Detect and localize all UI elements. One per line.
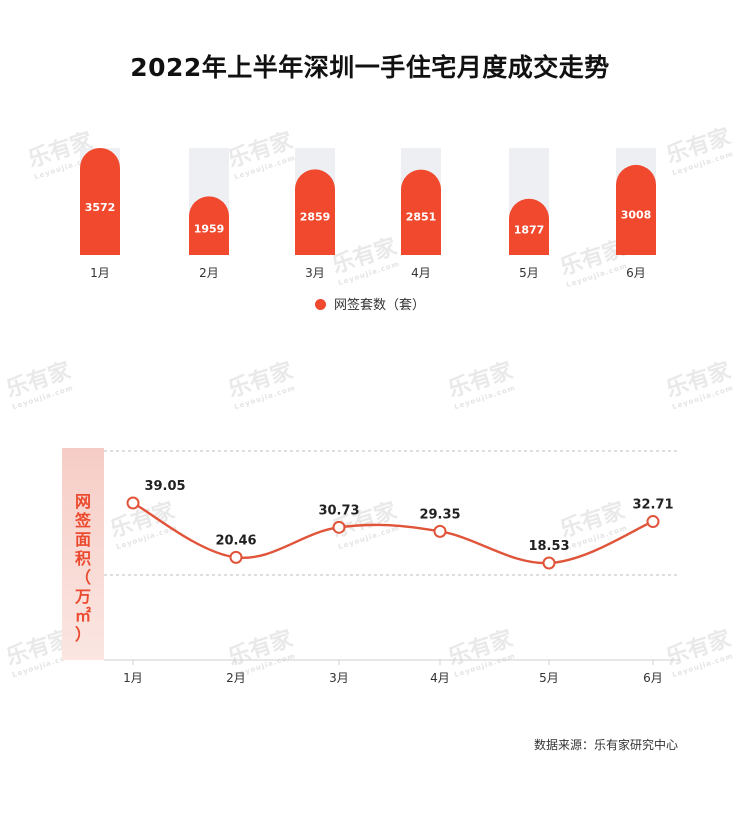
y-axis-label-char: 网 bbox=[74, 492, 91, 511]
watermark: 乐有家 Leyoujia.com bbox=[225, 358, 297, 412]
bar bbox=[189, 196, 229, 255]
data-point bbox=[229, 550, 243, 564]
series-line bbox=[132, 501, 654, 565]
bar-chart: 3572 1月 1959 2月 2859 3月 2851 4月 1877 5月 3008 6月 bbox=[80, 148, 656, 280]
watermark: 乐有家 Leyoujia.com bbox=[663, 358, 735, 412]
legend-swatch bbox=[314, 299, 326, 310]
x-tick-label: 1月 bbox=[90, 266, 110, 280]
bar bbox=[80, 148, 120, 255]
watermark: 乐有家 Leyoujia.com bbox=[3, 358, 75, 412]
x-tick-label: 1月 bbox=[123, 671, 143, 685]
y-axis-label-char: 面 bbox=[74, 530, 91, 549]
y-axis-label-char: 签 bbox=[74, 511, 91, 530]
data-source: 数据来源：乐有家研究中心 bbox=[533, 738, 678, 752]
bar-data-label: 1877 bbox=[514, 224, 545, 237]
data-point bbox=[542, 556, 556, 570]
bar bbox=[509, 198, 549, 255]
bar-data-label: 3008 bbox=[621, 208, 652, 221]
watermark: 乐有家 Leyoujia.com bbox=[445, 358, 517, 412]
y-axis-label-char: ㎡ bbox=[74, 606, 91, 625]
x-tick-label: 3月 bbox=[305, 266, 325, 280]
data-label: 18.53 bbox=[528, 539, 569, 554]
y-axis-label-char: ） bbox=[74, 625, 91, 644]
x-tick-label: 6月 bbox=[643, 671, 663, 685]
legend-label: 网签套数（套） bbox=[333, 298, 425, 313]
y-axis-label-char: 万 bbox=[74, 587, 91, 606]
bar-data-label: 3572 bbox=[85, 201, 116, 214]
bar-data-label: 2859 bbox=[300, 210, 331, 223]
bar bbox=[616, 164, 656, 255]
line-chart: 39.05 1月 20.46 2月 30.73 3月 29.35 4月 18.53 5月 32.71… bbox=[104, 450, 680, 685]
y-axis-label-char: 积 bbox=[74, 549, 91, 568]
bar-legend: 网签套数（套） bbox=[0, 294, 740, 313]
data-point bbox=[646, 515, 660, 529]
y-axis-label-box bbox=[62, 448, 104, 660]
x-tick-label: 5月 bbox=[539, 671, 559, 685]
data-label: 32.71 bbox=[632, 498, 673, 513]
x-tick-label: 3月 bbox=[329, 671, 349, 685]
x-tick-label: 2月 bbox=[226, 671, 246, 685]
x-tick-label: 6月 bbox=[626, 266, 646, 280]
x-tick-label: 2月 bbox=[199, 266, 219, 280]
bar-data-label: 1959 bbox=[194, 223, 225, 236]
data-point bbox=[126, 496, 140, 510]
data-point bbox=[433, 524, 447, 538]
data-label: 29.35 bbox=[419, 507, 460, 522]
data-label: 39.05 bbox=[144, 479, 185, 494]
x-tick-label: 4月 bbox=[430, 671, 450, 685]
y-axis-label-char: （ bbox=[74, 568, 91, 587]
bar bbox=[295, 169, 335, 255]
data-label: 30.73 bbox=[318, 503, 359, 518]
data-point bbox=[332, 520, 346, 534]
bar bbox=[401, 169, 441, 255]
x-tick-label: 5月 bbox=[519, 266, 539, 280]
chart-title: 2022年上半年深圳一手住宅月度成交走势 bbox=[130, 53, 610, 82]
bar-data-label: 2851 bbox=[406, 211, 437, 224]
data-label: 20.46 bbox=[215, 533, 256, 548]
x-tick-label: 4月 bbox=[411, 266, 431, 280]
